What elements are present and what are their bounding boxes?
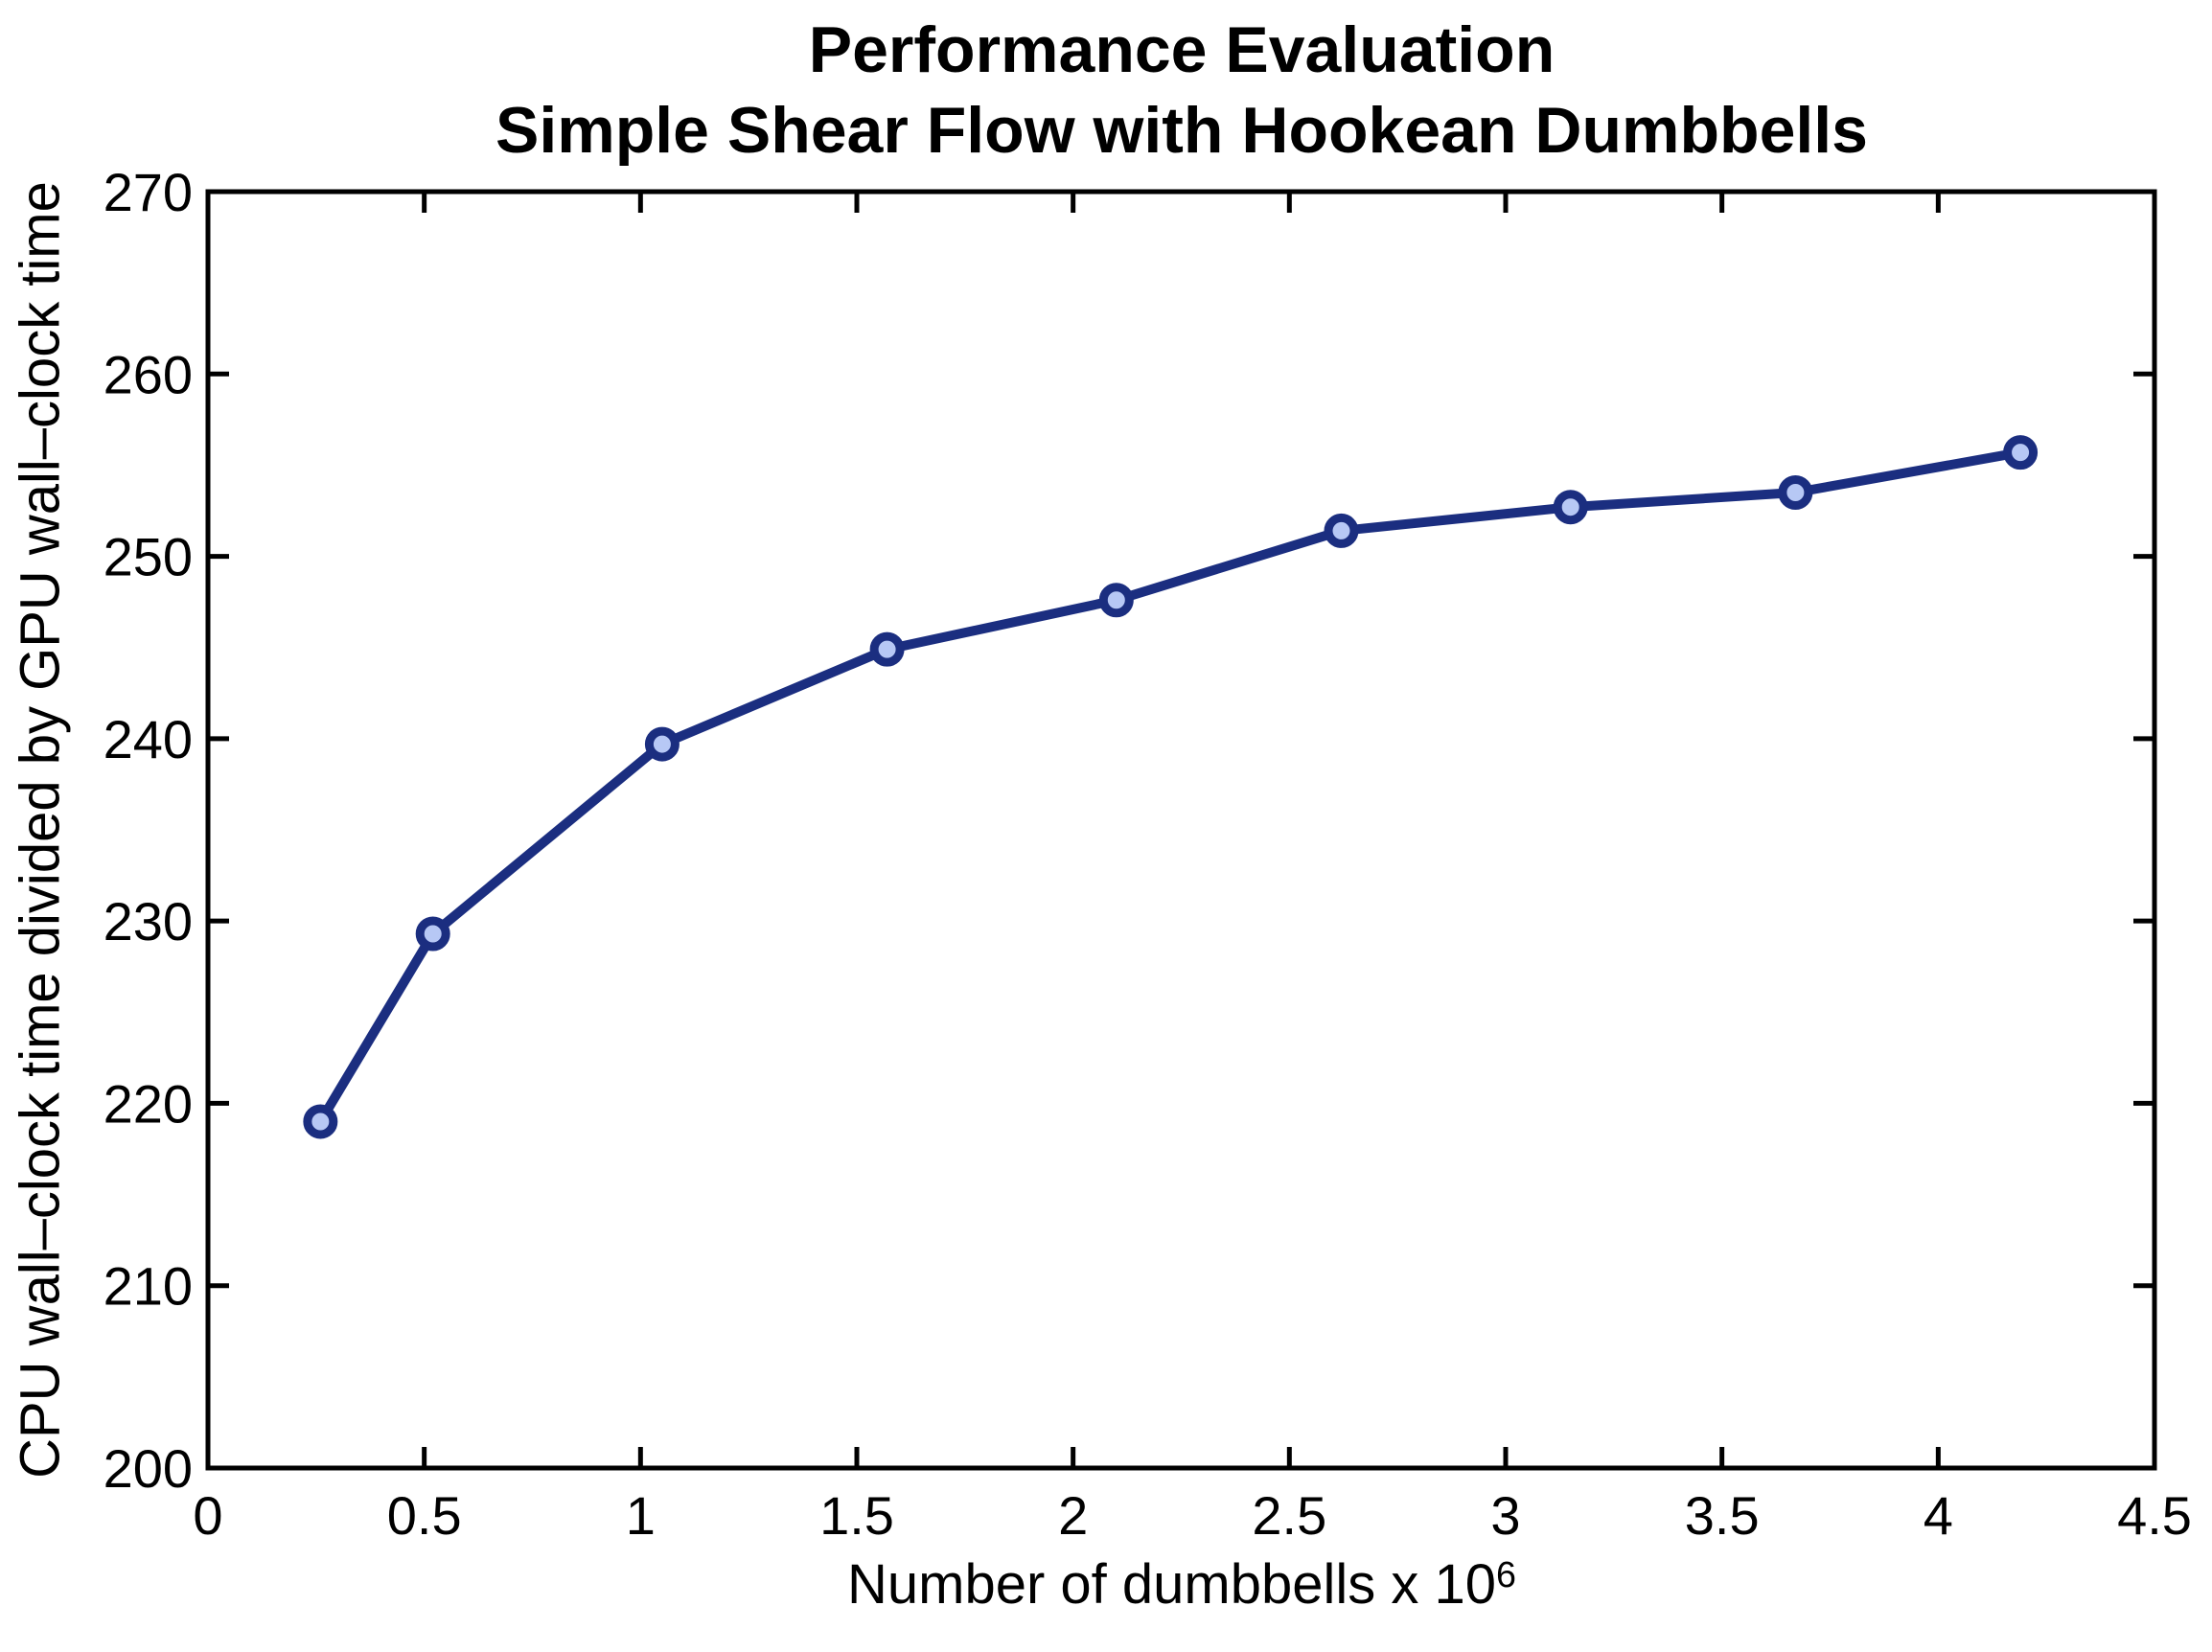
x-axis-label-exponent: 6 <box>1496 1554 1516 1595</box>
y-tick-label: 200 <box>104 1438 193 1499</box>
plot-frame <box>205 189 2157 1471</box>
x-tick-label: 2 <box>1058 1485 1088 1546</box>
data-point-marker <box>1098 583 1134 618</box>
data-point-marker <box>415 916 450 952</box>
data-point-marker <box>869 631 905 667</box>
x-tick-label: 2.5 <box>1252 1485 1326 1546</box>
data-line <box>315 447 2026 1127</box>
data-point-marker <box>1324 513 1359 548</box>
x-axis-label-text: Number of dumbbells x 10 <box>847 1553 1497 1616</box>
x-tick-label: 1.5 <box>819 1485 894 1546</box>
x-tick-label: 0.5 <box>387 1485 462 1546</box>
data-point-marker <box>2003 435 2039 470</box>
y-tick-label: 210 <box>104 1256 193 1317</box>
x-tick-label: 0 <box>193 1485 222 1546</box>
y-tick-label: 240 <box>104 709 193 769</box>
chart-title-line2: Simple Shear Flow with Hookean Dumbbells <box>495 94 1869 167</box>
data-point-marker <box>1553 490 1588 525</box>
x-axis-label: Number of dumbbells x 106 <box>208 1552 2155 1617</box>
x-tick-label: 3.5 <box>1685 1485 1760 1546</box>
y-tick-label: 250 <box>104 527 193 587</box>
x-tick-label: 1 <box>626 1485 656 1546</box>
chart-title-line1: Performance Evaluation <box>808 13 1555 86</box>
x-tick-label: 4 <box>1924 1485 1953 1546</box>
y-tick-label: 270 <box>104 162 193 222</box>
chart-title: Performance Evaluation Simple Shear Flow… <box>208 10 2155 171</box>
x-tick-label: 3 <box>1490 1485 1520 1546</box>
data-point-marker <box>1778 474 1813 510</box>
y-tick-label: 260 <box>104 344 193 404</box>
data-point-marker <box>303 1104 338 1139</box>
data-point-marker <box>644 726 680 762</box>
y-tick-label: 230 <box>104 891 193 952</box>
x-tick-label: 4.5 <box>2117 1485 2192 1546</box>
y-tick-label: 220 <box>104 1073 193 1134</box>
